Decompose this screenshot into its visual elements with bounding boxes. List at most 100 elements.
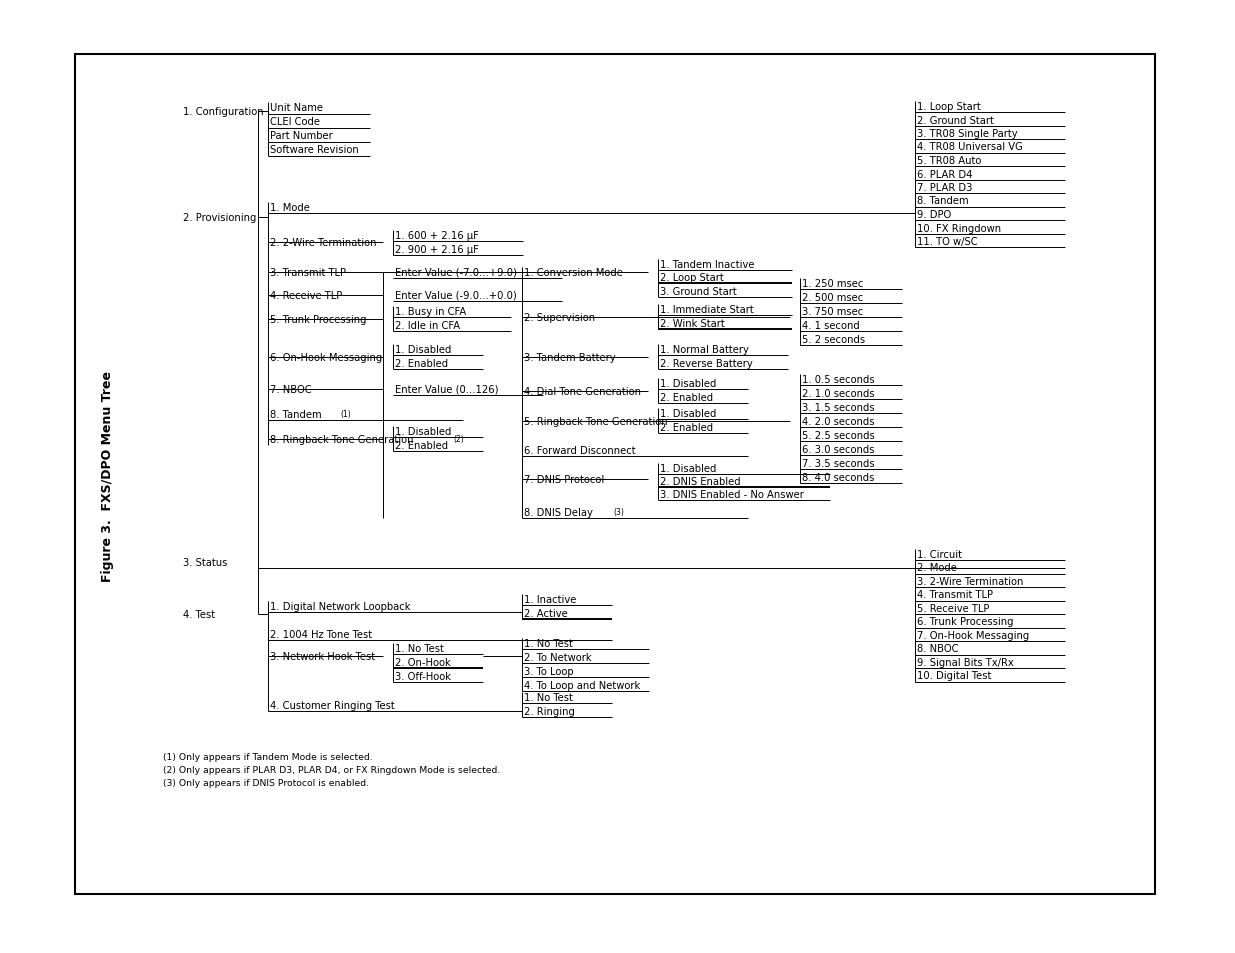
- Text: 2. On-Hook: 2. On-Hook: [395, 658, 451, 667]
- Text: 4. 1 second: 4. 1 second: [802, 320, 860, 331]
- Text: 1. Disabled: 1. Disabled: [659, 463, 716, 474]
- Text: Enter Value (-9.0...+0.0): Enter Value (-9.0...+0.0): [395, 291, 516, 301]
- Text: 1. Tandem Inactive: 1. Tandem Inactive: [659, 260, 755, 270]
- Text: 10. FX Ringdown: 10. FX Ringdown: [918, 223, 1002, 233]
- Text: 8. NBOC: 8. NBOC: [918, 644, 958, 654]
- Text: 1. Immediate Start: 1. Immediate Start: [659, 305, 753, 314]
- Text: 3. TR08 Single Party: 3. TR08 Single Party: [918, 129, 1018, 139]
- Text: 5. 2.5 seconds: 5. 2.5 seconds: [802, 431, 874, 440]
- Text: 6. Trunk Processing: 6. Trunk Processing: [918, 617, 1014, 627]
- Text: 1. Inactive: 1. Inactive: [524, 595, 577, 604]
- Text: 7. DNIS Protocol: 7. DNIS Protocol: [524, 475, 604, 484]
- Text: 3. 750 msec: 3. 750 msec: [802, 307, 863, 316]
- Text: (3) Only appears if DNIS Protocol is enabled.: (3) Only appears if DNIS Protocol is ena…: [163, 779, 369, 788]
- Text: 1. Normal Battery: 1. Normal Battery: [659, 345, 748, 355]
- Text: (2): (2): [453, 435, 464, 444]
- Text: 6. On-Hook Messaging: 6. On-Hook Messaging: [270, 353, 383, 363]
- Text: 9. Signal Bits Tx/Rx: 9. Signal Bits Tx/Rx: [918, 658, 1014, 667]
- Text: 1. 0.5 seconds: 1. 0.5 seconds: [802, 375, 874, 385]
- Text: 3. Off-Hook: 3. Off-Hook: [395, 671, 451, 681]
- Text: 9. DPO: 9. DPO: [918, 210, 951, 220]
- Text: 5. Ringback Tone Generation: 5. Ringback Tone Generation: [524, 416, 668, 427]
- Text: 2. Mode: 2. Mode: [918, 563, 957, 573]
- Text: 1. Conversion Mode: 1. Conversion Mode: [524, 268, 622, 277]
- Text: 4. 2.0 seconds: 4. 2.0 seconds: [802, 416, 874, 427]
- Text: 8. DNIS Delay: 8. DNIS Delay: [524, 507, 593, 517]
- Text: 2. DNIS Enabled: 2. DNIS Enabled: [659, 476, 741, 486]
- Text: 1. Disabled: 1. Disabled: [395, 345, 451, 355]
- Text: 1. Digital Network Loopback: 1. Digital Network Loopback: [270, 601, 410, 612]
- Text: 4. TR08 Universal VG: 4. TR08 Universal VG: [918, 142, 1023, 152]
- Text: 8. Tandem: 8. Tandem: [270, 410, 321, 419]
- Text: 3. 2-Wire Termination: 3. 2-Wire Termination: [918, 577, 1024, 586]
- Text: 3. To Loop: 3. To Loop: [524, 666, 573, 677]
- Text: 1. No Test: 1. No Test: [524, 692, 573, 702]
- Text: 2. 500 msec: 2. 500 msec: [802, 293, 863, 303]
- Text: 2. Provisioning: 2. Provisioning: [183, 213, 257, 223]
- Text: 1. Disabled: 1. Disabled: [395, 427, 451, 436]
- Text: 1. Disabled: 1. Disabled: [659, 409, 716, 418]
- Text: 2. Enabled: 2. Enabled: [659, 393, 713, 402]
- Text: 2. Enabled: 2. Enabled: [395, 440, 448, 451]
- Text: 4. To Loop and Network: 4. To Loop and Network: [524, 680, 640, 690]
- Text: 8. Tandem: 8. Tandem: [918, 196, 968, 206]
- Text: 2. Idle in CFA: 2. Idle in CFA: [395, 320, 461, 331]
- Text: 5. Trunk Processing: 5. Trunk Processing: [270, 314, 367, 325]
- Text: 2. Supervision: 2. Supervision: [524, 313, 595, 323]
- Text: 8. Ringback Tone Generation: 8. Ringback Tone Generation: [270, 435, 414, 444]
- Text: 3. DNIS Enabled - No Answer: 3. DNIS Enabled - No Answer: [659, 490, 804, 499]
- Text: CLEI Code: CLEI Code: [270, 117, 320, 127]
- Text: 1. No Test: 1. No Test: [395, 643, 443, 654]
- Text: (3): (3): [613, 508, 624, 517]
- Text: 4. Receive TLP: 4. Receive TLP: [270, 291, 342, 301]
- Text: 1. Mode: 1. Mode: [270, 203, 310, 213]
- Text: 2. 2-Wire Termination: 2. 2-Wire Termination: [270, 237, 377, 248]
- Text: 3. 1.5 seconds: 3. 1.5 seconds: [802, 402, 874, 413]
- Text: 7. On-Hook Messaging: 7. On-Hook Messaging: [918, 630, 1029, 640]
- Text: 10. Digital Test: 10. Digital Test: [918, 671, 992, 680]
- Text: 3. Status: 3. Status: [183, 558, 227, 567]
- Text: 2. To Network: 2. To Network: [524, 652, 592, 662]
- Text: Figure 3.  FXS/DPO Menu Tree: Figure 3. FXS/DPO Menu Tree: [101, 371, 115, 582]
- Text: 2. Wink Start: 2. Wink Start: [659, 318, 725, 329]
- Text: 3. Tandem Battery: 3. Tandem Battery: [524, 353, 615, 363]
- Text: 7. PLAR D3: 7. PLAR D3: [918, 183, 972, 193]
- Text: Enter Value (0...126): Enter Value (0...126): [395, 385, 499, 395]
- Text: 11. TO w/SC: 11. TO w/SC: [918, 236, 978, 247]
- Text: Part Number: Part Number: [270, 131, 332, 141]
- Text: 2. Enabled: 2. Enabled: [659, 422, 713, 433]
- Text: (2) Only appears if PLAR D3, PLAR D4, or FX Ringdown Mode is selected.: (2) Only appears if PLAR D3, PLAR D4, or…: [163, 765, 500, 775]
- Text: Enter Value (-7.0...+9.0): Enter Value (-7.0...+9.0): [395, 268, 517, 277]
- Text: (1) Only appears if Tandem Mode is selected.: (1) Only appears if Tandem Mode is selec…: [163, 753, 373, 761]
- Text: 2. Ringing: 2. Ringing: [524, 706, 574, 717]
- Text: 1. Busy in CFA: 1. Busy in CFA: [395, 307, 467, 316]
- Text: 1. Disabled: 1. Disabled: [659, 378, 716, 389]
- Text: 2. Ground Start: 2. Ground Start: [918, 115, 994, 126]
- Text: 6. Forward Disconnect: 6. Forward Disconnect: [524, 446, 636, 456]
- Text: 4. Test: 4. Test: [183, 609, 215, 619]
- Text: 2. 900 + 2.16 μF: 2. 900 + 2.16 μF: [395, 245, 479, 254]
- Text: 1. Loop Start: 1. Loop Start: [918, 102, 981, 112]
- Text: Software Revision: Software Revision: [270, 145, 358, 154]
- Text: 7. 3.5 seconds: 7. 3.5 seconds: [802, 458, 874, 469]
- Text: 2. Enabled: 2. Enabled: [395, 358, 448, 369]
- Text: 1. Circuit: 1. Circuit: [918, 550, 962, 559]
- Text: 1. Configuration: 1. Configuration: [183, 107, 263, 117]
- Text: 1. 600 + 2.16 μF: 1. 600 + 2.16 μF: [395, 231, 479, 241]
- Text: 3. Transmit TLP: 3. Transmit TLP: [270, 268, 346, 277]
- Text: 8. 4.0 seconds: 8. 4.0 seconds: [802, 473, 874, 482]
- Text: 5. Receive TLP: 5. Receive TLP: [918, 603, 989, 614]
- Text: 1. 250 msec: 1. 250 msec: [802, 278, 863, 289]
- Text: 1. No Test: 1. No Test: [524, 639, 573, 648]
- Text: 3. Ground Start: 3. Ground Start: [659, 287, 737, 296]
- Text: 7. NBOC: 7. NBOC: [270, 385, 311, 395]
- Text: (1): (1): [340, 410, 351, 419]
- Text: 5. TR08 Auto: 5. TR08 Auto: [918, 156, 982, 166]
- Text: 4. Dial Tone Generation: 4. Dial Tone Generation: [524, 387, 641, 396]
- Text: 5. 2 seconds: 5. 2 seconds: [802, 335, 866, 345]
- Text: 2. Loop Start: 2. Loop Start: [659, 273, 724, 283]
- Text: 2. 1004 Hz Tone Test: 2. 1004 Hz Tone Test: [270, 629, 372, 639]
- Text: 6. 3.0 seconds: 6. 3.0 seconds: [802, 444, 874, 455]
- Bar: [75, 55, 1155, 894]
- Text: 4. Transmit TLP: 4. Transmit TLP: [918, 590, 993, 599]
